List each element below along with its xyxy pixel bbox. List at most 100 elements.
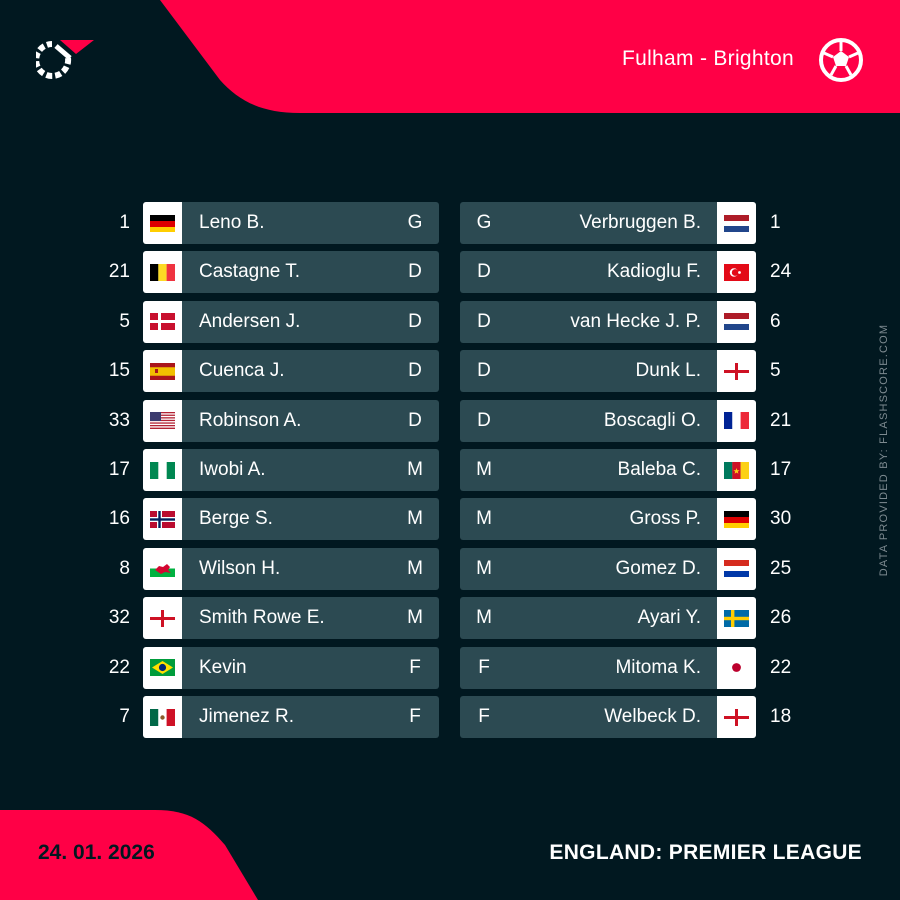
home-shirt-number: 16 <box>108 508 130 530</box>
away-shirt-number: 17 <box>770 459 792 480</box>
match-date: 24. 01. 2026 <box>38 841 155 864</box>
lineup-row: 22 Kevin F F Mitoma K. 22 <box>0 646 900 689</box>
home-player-card[interactable]: Jimenez R. F <box>143 696 439 738</box>
away-player-name: van Hecke J. P. <box>570 310 701 332</box>
away-player-name: Baleba C. <box>617 459 701 480</box>
home-shirt-number: 1 <box>119 212 130 233</box>
away-player-card[interactable]: D Kadioglu F. <box>460 251 756 294</box>
home-player-position: F <box>409 706 421 727</box>
away-player-card[interactable]: F Mitoma K. <box>460 646 756 689</box>
away-shirt-number: 30 <box>770 508 792 530</box>
away-player-position: M <box>476 459 492 480</box>
home-player-position: D <box>408 409 422 431</box>
away-player-name: Mitoma K. <box>615 656 701 678</box>
away-shirt-number: 18 <box>770 706 792 727</box>
away-player-name: Gross P. <box>629 508 701 530</box>
home-player-card[interactable]: Berge S. M <box>143 498 439 541</box>
england-flag-icon <box>143 597 182 640</box>
home-shirt-number: 17 <box>108 459 130 480</box>
home-player-card[interactable]: Smith Rowe E. M <box>143 597 439 640</box>
lineup-row: 8 Wilson H. M M Gomez D. 25 <box>0 547 900 590</box>
home-player-card[interactable]: Iwobi A. M <box>143 449 439 491</box>
england-flag-icon <box>717 696 756 738</box>
league-name: ENGLAND: PREMIER LEAGUE <box>549 841 862 864</box>
germany-flag-icon <box>717 498 756 541</box>
home-player-card[interactable]: Leno B. G <box>143 202 439 244</box>
home-player-card[interactable]: Cuenca J. D <box>143 350 439 393</box>
england-flag-icon <box>717 350 756 393</box>
home-shirt-number: 15 <box>108 360 130 382</box>
home-shirt-number: 5 <box>119 310 130 332</box>
away-player-position: F <box>478 656 490 678</box>
data-credit: DATA PROVIDED BY: FLASHSCORE.COM <box>878 323 890 577</box>
home-shirt-number: 33 <box>108 409 130 431</box>
brazil-flag-icon <box>143 646 182 689</box>
home-player-position: D <box>408 310 422 332</box>
home-player-name: Jimenez R. <box>199 706 295 727</box>
away-player-card[interactable]: M Ayari Y. <box>460 597 756 640</box>
cameroon-flag-icon <box>717 449 756 491</box>
japan-flag-icon <box>717 646 756 689</box>
away-player-card[interactable]: D Dunk L. <box>460 350 756 393</box>
away-player-card[interactable]: F Welbeck D. <box>460 696 756 738</box>
home-player-card[interactable]: Wilson H. M <box>143 547 439 590</box>
away-shirt-number: 21 <box>770 409 792 431</box>
home-player-name: Iwobi A. <box>199 459 266 480</box>
header-accent-shape <box>160 0 900 113</box>
home-shirt-number: 21 <box>108 261 130 283</box>
home-player-position: D <box>408 360 422 382</box>
flashscore-logo-icon <box>36 40 94 79</box>
home-player-card[interactable]: Castagne T. D <box>143 251 439 294</box>
lineup-row: 1 Leno B. G G Verbruggen B. 1 <box>0 202 900 244</box>
home-player-name: Robinson A. <box>199 409 302 431</box>
nigeria-flag-icon <box>143 449 182 491</box>
home-shirt-number: 22 <box>108 656 130 678</box>
away-shirt-number: 5 <box>770 360 781 382</box>
lineup-row: 17 Iwobi A. M M Baleba C. 17 <box>0 449 900 491</box>
home-player-card[interactable]: Kevin F <box>143 646 439 689</box>
away-player-card[interactable]: D Boscagli O. <box>460 399 756 442</box>
away-shirt-number: 25 <box>770 557 792 579</box>
usa-flag-icon <box>143 399 182 442</box>
home-player-name: Berge S. <box>199 508 273 530</box>
lineup-row: 21 Castagne T. D D Kadioglu F. 24 <box>0 251 900 294</box>
away-player-name: Welbeck D. <box>604 706 701 727</box>
denmark-flag-icon <box>143 300 182 343</box>
away-player-position: G <box>476 212 492 233</box>
away-shirt-number: 22 <box>770 656 792 678</box>
home-player-position: F <box>409 656 421 678</box>
home-player-position: M <box>407 459 423 480</box>
home-shirt-number: 7 <box>119 706 130 727</box>
away-player-position: M <box>476 557 492 579</box>
belgium-flag-icon <box>143 251 182 294</box>
norway-flag-icon <box>143 498 182 541</box>
wales-flag-icon <box>143 547 182 590</box>
away-player-position: D <box>477 310 491 332</box>
home-shirt-number: 8 <box>119 557 130 579</box>
away-shirt-number: 1 <box>770 212 781 233</box>
away-player-position: D <box>477 261 491 283</box>
away-player-position: F <box>478 706 490 727</box>
lineup-row: 16 Berge S. M M Gross P. 30 <box>0 498 900 541</box>
home-player-card[interactable]: Robinson A. D <box>143 399 439 442</box>
spain-flag-icon <box>143 350 182 393</box>
away-player-card[interactable]: M Gross P. <box>460 498 756 541</box>
france-flag-icon <box>717 399 756 442</box>
home-player-card[interactable]: Andersen J. D <box>143 300 439 343</box>
away-player-name: Boscagli O. <box>603 409 701 431</box>
home-player-position: M <box>407 607 423 629</box>
away-player-position: D <box>477 360 491 382</box>
turkey-flag-icon <box>717 251 756 294</box>
home-player-position: M <box>407 557 423 579</box>
away-player-card[interactable]: M Baleba C. <box>460 449 756 491</box>
away-player-name: Gomez D. <box>615 557 701 579</box>
away-player-card[interactable]: M Gomez D. <box>460 547 756 590</box>
netherlands-flag-icon <box>717 300 756 343</box>
home-player-name: Kevin <box>199 656 247 678</box>
mexico-flag-icon <box>143 696 182 738</box>
home-player-name: Castagne T. <box>199 261 301 283</box>
away-shirt-number: 6 <box>770 310 781 332</box>
away-player-card[interactable]: G Verbruggen B. <box>460 202 756 244</box>
